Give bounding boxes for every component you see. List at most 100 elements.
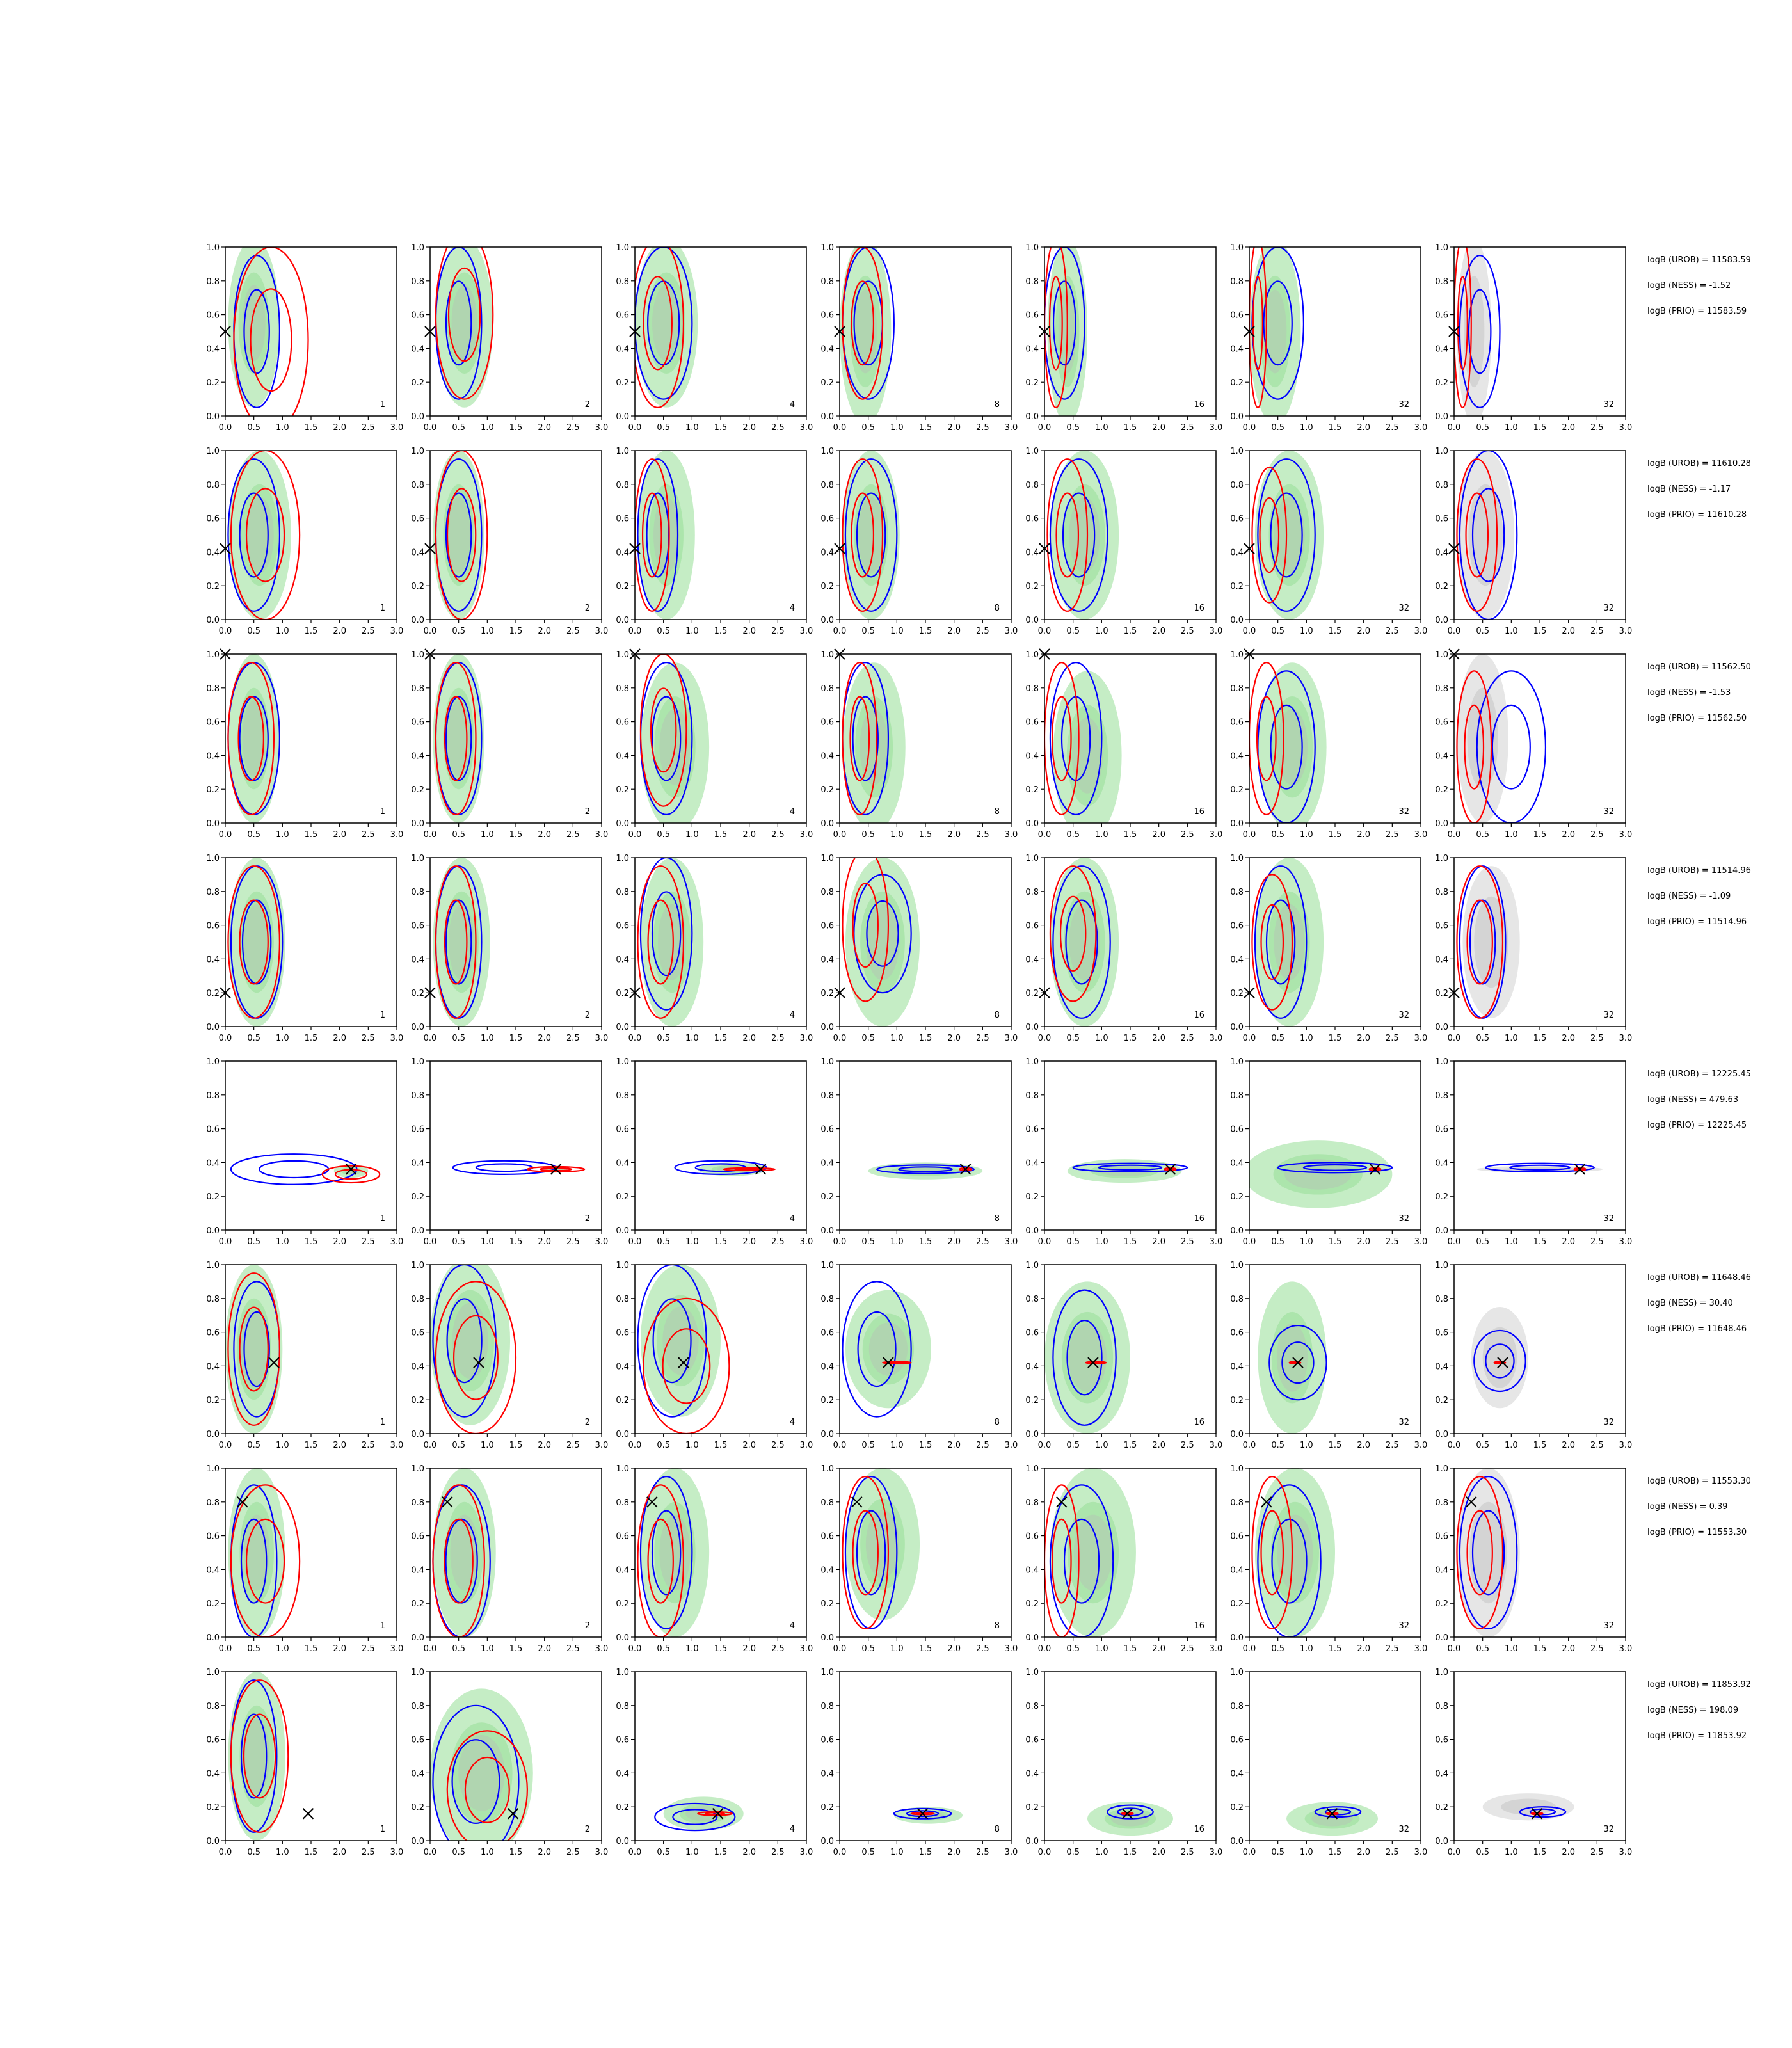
y-tick-label: 0.2 xyxy=(1025,1192,1039,1202)
panel-plot-area xyxy=(227,654,280,823)
x-tick-label: 2.5 xyxy=(1590,830,1604,840)
y-tick-label: 0.8 xyxy=(616,1295,629,1304)
panel-plot-area xyxy=(637,1265,730,1434)
red-contour-level-2 xyxy=(1051,1518,1072,1604)
y-tick-label: 1.0 xyxy=(206,650,220,660)
x-tick-label: 0.0 xyxy=(833,1237,847,1247)
x-tick-label: 1.0 xyxy=(481,1644,494,1654)
y-tick-label: 0.0 xyxy=(206,819,220,829)
x-tick-label: 1.0 xyxy=(685,830,699,840)
y-tick-label: 0.2 xyxy=(411,1396,424,1405)
panel-count-label: 2 xyxy=(585,1214,590,1224)
panel-plot-area xyxy=(1482,1793,1574,1821)
y-tick-label: 0.4 xyxy=(820,751,834,761)
x-tick-label: 1.5 xyxy=(919,423,932,433)
y-tick-label: 0.8 xyxy=(1435,684,1448,694)
y-tick-label: 0.8 xyxy=(1230,888,1244,897)
x-tick-label: 2.0 xyxy=(947,1848,961,1857)
row-5-stats: logB (UROB) = 12225.45 logB (NESS) = 479.… xyxy=(1647,1069,1751,1130)
green-density-level-1 xyxy=(1286,1802,1378,1836)
y-tick-label: 0.2 xyxy=(411,1599,424,1609)
x-tick-label: 0.5 xyxy=(1476,1034,1489,1043)
x-tick-label: 0.5 xyxy=(247,1848,260,1857)
red-contour-level-1 xyxy=(1251,467,1288,604)
green-density-level-2 xyxy=(1067,1501,1119,1604)
panel-count-label: 16 xyxy=(1194,807,1204,817)
y-tick-label: 0.2 xyxy=(206,989,220,998)
x-tick-label: 2.0 xyxy=(742,423,756,433)
y-tick-label: 0.8 xyxy=(411,481,424,490)
y-tick-label: 0.0 xyxy=(616,616,629,625)
x-tick-label: 1.0 xyxy=(1095,830,1108,840)
blue-contour-level-1 xyxy=(635,247,693,400)
x-tick-label: 0.0 xyxy=(1038,1237,1052,1247)
x-tick-label: 3.0 xyxy=(1005,1441,1018,1450)
red-contour-level-2 xyxy=(650,687,677,773)
x-tick-label: 2.0 xyxy=(742,627,756,636)
x-tick-label: 1.0 xyxy=(1505,1237,1518,1247)
blue-contour-level-2 xyxy=(652,1298,692,1384)
x-tick-label: 3.0 xyxy=(595,1441,609,1450)
y-tick-label: 1.0 xyxy=(616,854,629,863)
y-tick-label: 0.0 xyxy=(1230,412,1244,422)
green-density-level-1 xyxy=(845,1468,920,1620)
panel-plot-area xyxy=(639,654,710,823)
gray-density-level-2 xyxy=(1474,896,1508,988)
y-tick-label: 0.6 xyxy=(1230,1736,1244,1745)
x-tick-label: 0.0 xyxy=(424,627,437,636)
panel-r1-c7: 0.0 0.5 1.0 1.5 2.0 2.5 3.0 0.0 0.2 0.4 0.6 0.8 1.0 3… xyxy=(1435,243,1633,433)
x-tick-label: 0.5 xyxy=(657,1034,670,1043)
x-tick-label: 1.0 xyxy=(276,830,289,840)
x-tick-label: 2.5 xyxy=(1181,1034,1194,1043)
x-tick-label: 1.0 xyxy=(481,627,494,636)
x-tick-label: 1.5 xyxy=(919,627,932,636)
x-tick-label: 3.0 xyxy=(1210,1848,1223,1857)
y-tick-label: 0.4 xyxy=(1025,344,1039,354)
x-tick-label: 2.5 xyxy=(771,627,785,636)
y-tick-label: 0.4 xyxy=(206,548,220,557)
y-tick-label: 0.2 xyxy=(1435,1803,1448,1812)
y-tick-label: 0.4 xyxy=(1230,955,1244,964)
x-tick-label: 3.0 xyxy=(1619,423,1633,433)
x-tick-label: 0.5 xyxy=(861,1644,875,1654)
truth-marker xyxy=(345,1164,357,1175)
x-tick-label: 1.5 xyxy=(1124,1237,1137,1247)
y-tick-label: 1.0 xyxy=(411,1668,424,1677)
y-tick-label: 1.0 xyxy=(206,854,220,863)
y-tick-label: 0.8 xyxy=(206,277,220,287)
y-tick-label: 0.8 xyxy=(411,888,424,897)
y-tick-label: 0.4 xyxy=(1435,344,1448,354)
y-tick-label: 0.0 xyxy=(616,1226,629,1236)
x-tick-label: 2.5 xyxy=(1590,1644,1604,1654)
y-tick-label: 1.0 xyxy=(1435,1464,1448,1474)
x-tick-label: 3.0 xyxy=(390,1644,404,1654)
y-tick-label: 0.0 xyxy=(820,616,834,625)
y-tick-label: 0.8 xyxy=(1435,888,1448,897)
panel-r7-c3: 0.0 0.5 1.0 1.5 2.0 2.5 3.0 0.0 0.2 0.4 0.6 0.8 1.0 4 xyxy=(616,1464,813,1654)
y-tick-label: 0.8 xyxy=(206,888,220,897)
red-contour-level-2 xyxy=(444,1518,474,1604)
x-tick-label: 2.5 xyxy=(1386,1441,1399,1450)
red-contour-level-1 xyxy=(842,458,884,612)
y-tick-label: 1.0 xyxy=(1435,650,1448,660)
gray-density-level-2 xyxy=(1482,1327,1517,1388)
blue-contour-level-2 xyxy=(1529,1808,1556,1816)
y-tick-label: 0.8 xyxy=(1230,1498,1244,1508)
y-tick-label: 0.0 xyxy=(616,1430,629,1439)
red-contour-level-2 xyxy=(444,899,468,985)
gray-core-level-1 xyxy=(447,700,470,777)
x-tick-label: 0.5 xyxy=(1066,423,1080,433)
x-tick-label: 2.5 xyxy=(1181,1441,1194,1450)
x-tick-label: 0.0 xyxy=(1243,1237,1256,1247)
logb-stat: logB (PRIO) = 11562.50 xyxy=(1647,714,1747,723)
panel-plot-area xyxy=(227,858,285,1027)
red-contour-level-2 xyxy=(1260,1510,1284,1596)
green-density-level-1 xyxy=(1249,1140,1393,1208)
y-tick-label: 0.4 xyxy=(616,548,629,557)
green-density-level-2 xyxy=(679,1803,728,1824)
panel-r2-c5: 0.0 0.5 1.0 1.5 2.0 2.5 3.0 0.0 0.2 0.4 0.6 0.8 1.0 1… xyxy=(1025,447,1222,636)
gray-core-level-1 xyxy=(1069,904,1100,980)
x-tick-label: 2.5 xyxy=(976,1441,989,1450)
panel-plot-area xyxy=(1044,1468,1136,1637)
x-tick-label: 2.5 xyxy=(1590,1848,1604,1857)
